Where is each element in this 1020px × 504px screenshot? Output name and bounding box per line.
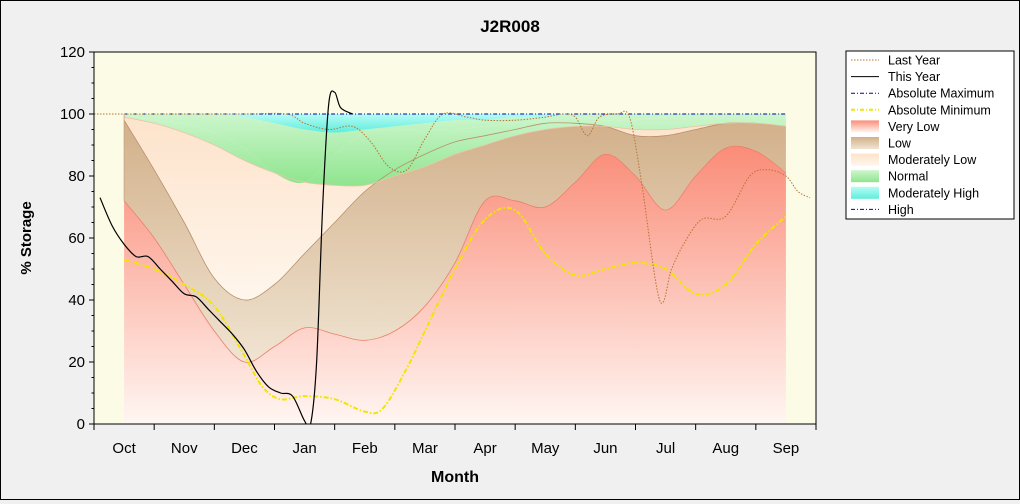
legend-label-absolute-minimum: Absolute Minimum [888,103,991,117]
legend-label-moderately-low: Moderately Low [888,153,977,167]
band-normal-upper [124,113,786,183]
band-low [124,120,786,363]
x-tick-label: Jun [593,440,617,457]
legend: Last Year This Year Absolute Maximum Absolu… [845,50,1015,220]
y-tick-label: 100 [60,106,85,123]
legend-swatch-very-low [851,120,879,133]
x-tick-label: Dec [231,440,258,457]
legend-label-normal: Normal [888,170,928,184]
y-tick-label: 80 [68,168,85,185]
x-tick-label: Jan [292,440,316,457]
x-tick-label: Nov [171,440,198,457]
x-tick-label: Feb [352,440,378,457]
band-moderately-low [124,117,786,301]
y-tick-label: 60 [68,230,85,247]
y-axis-label: % Storage [18,201,35,274]
x-tick-label: Apr [473,440,496,457]
legend-label-moderately-high: Moderately High [888,186,979,200]
x-axis-label: Month [431,469,479,486]
series-last-year [94,110,811,304]
band-edge-very-low [123,145,787,363]
y-tick-label: 40 [68,292,85,309]
legend-swatch-low [851,137,879,149]
band-moderately-high [124,113,786,133]
legend-label-this-year: This Year [888,70,940,84]
band-very-low [124,146,786,424]
y-tick-label: 120 [60,44,85,61]
legend-label-very-low: Very Low [888,120,940,134]
legend-swatch-normal [851,170,879,183]
band-normal [124,113,786,187]
legend-label-high: High [888,203,914,217]
band-edge-low [123,119,786,301]
legend-label-low: Low [888,137,912,151]
chart-title: J2R008 [480,17,540,36]
legend-swatch-moderately-low [851,153,879,166]
legend-label-last-year: Last Year [888,54,940,68]
legend-swatch-moderately-high [851,186,879,199]
x-tick-label: Aug [712,440,739,457]
x-tick-label: Mar [412,440,438,457]
x-tick-label: Jul [656,440,675,457]
y-tick-label: 20 [68,354,85,371]
x-tick-label: Oct [112,440,136,457]
legend-label-absolute-maximum: Absolute Maximum [888,87,994,101]
band-edge-moderately-low [123,116,786,187]
x-tick-label: Sep [773,440,800,457]
series-absolute-minimum [123,206,787,415]
series-this-year [99,90,353,424]
x-tick-label: May [531,440,560,457]
y-tick-label: 0 [77,416,85,433]
